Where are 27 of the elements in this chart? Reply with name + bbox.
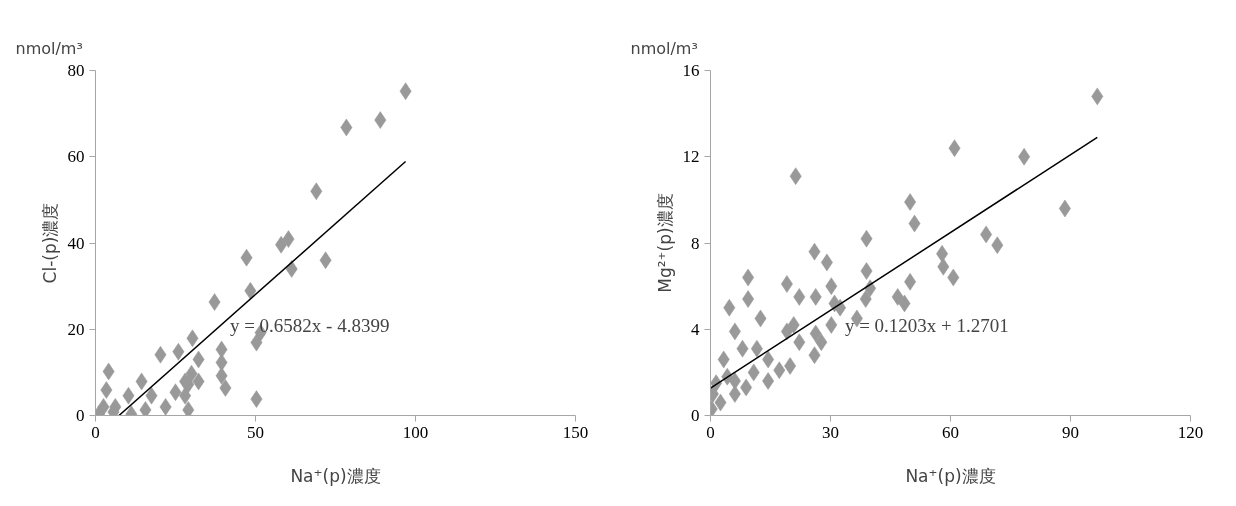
x-tick-label: 60	[942, 422, 959, 442]
y-tick-label: 0	[691, 406, 700, 425]
x-tick-label: 90	[1062, 422, 1079, 442]
text: nmol/m³	[15, 39, 83, 58]
text: nmol/m³	[630, 39, 698, 58]
x-axis-title: Na⁺(p)濃度	[290, 465, 381, 486]
y-tick-label: 80	[67, 61, 85, 80]
y-tick-label: 8	[691, 233, 700, 253]
y-tick-label: 0	[76, 406, 85, 425]
x-tick-label: 50	[247, 422, 264, 442]
x-axis-title: Na⁺(p)濃度	[905, 465, 996, 486]
x-tick-label: 30	[822, 422, 839, 442]
annotation: y = 0.1203x + 1.2701	[844, 315, 1009, 337]
annotation: y = 0.6582x - 4.8399	[229, 315, 390, 337]
x-tick-label: 100	[402, 422, 429, 442]
x-tick-label: 120	[1177, 422, 1204, 442]
y-tick-label: 40	[67, 233, 85, 253]
y-axis-title: Mg²⁺(p)濃度	[654, 193, 675, 293]
y-tick-label: 20	[67, 319, 85, 339]
y-tick-label: 60	[67, 147, 85, 167]
x-tick-label: 0	[91, 422, 100, 442]
y-tick-label: 4	[691, 319, 700, 339]
y-tick-label: 16	[682, 61, 700, 80]
y-tick-label: 12	[682, 147, 700, 167]
x-tick-label: 150	[562, 422, 589, 442]
y-axis-title: Cl-(p)濃度	[39, 202, 60, 284]
x-tick-label: 0	[706, 422, 715, 442]
